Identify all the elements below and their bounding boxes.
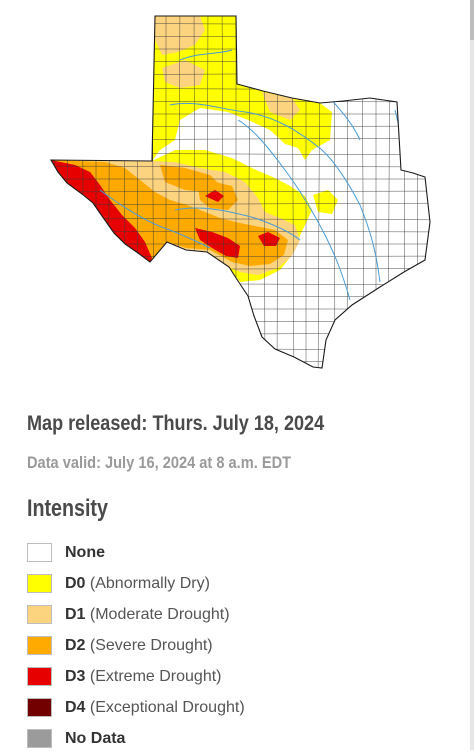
legend-title: Intensity: [27, 495, 108, 522]
legend-item-none: None: [27, 537, 245, 568]
legend-description: (Extreme Drought): [85, 667, 222, 685]
legend-description: (Abnormally Dry): [85, 574, 210, 592]
legend-code: D0: [65, 574, 86, 592]
legend-code: D3: [65, 667, 86, 685]
legend-item-d2: D2 (Severe Drought): [27, 630, 245, 661]
legend-swatch: [27, 636, 52, 655]
legend-swatch: [27, 698, 52, 717]
d3-drought-areas: [51, 160, 280, 262]
legend-swatch: [27, 667, 52, 686]
scrollbar-thumb[interactable]: [470, 0, 474, 40]
legend-code: None: [65, 543, 105, 561]
legend-item-no-data: No Data: [27, 723, 245, 754]
scrollbar[interactable]: [470, 0, 474, 750]
legend-item-d3: D3 (Extreme Drought): [27, 661, 245, 692]
legend-description: (Exceptional Drought): [85, 698, 245, 716]
legend-swatch: [27, 729, 52, 748]
legend-description: (Severe Drought): [85, 636, 213, 654]
legend-code: D2: [65, 636, 86, 654]
legend-item-d0: D0 (Abnormally Dry): [27, 568, 245, 599]
legend: None D0 (Abnormally Dry) D1 (Moderate Dr…: [27, 537, 245, 754]
legend-code: D4: [65, 698, 86, 716]
texas-outline: [50, 15, 431, 369]
legend-code: No Data: [65, 729, 126, 747]
legend-description: (Moderate Drought): [85, 605, 230, 623]
legend-item-d4: D4 (Exceptional Drought): [27, 692, 245, 723]
legend-swatch: [27, 574, 52, 593]
map-released-date: Map released: Thurs. July 18, 2024: [27, 412, 325, 435]
texas-drought-map: [50, 15, 431, 369]
legend-item-d1: D1 (Moderate Drought): [27, 599, 245, 630]
rivers: [99, 49, 407, 301]
legend-code: D1: [65, 605, 86, 623]
data-valid-date: Data valid: July 16, 2024 at 8 a.m. EDT: [27, 453, 292, 472]
legend-swatch: [27, 543, 52, 562]
legend-swatch: [27, 605, 52, 624]
